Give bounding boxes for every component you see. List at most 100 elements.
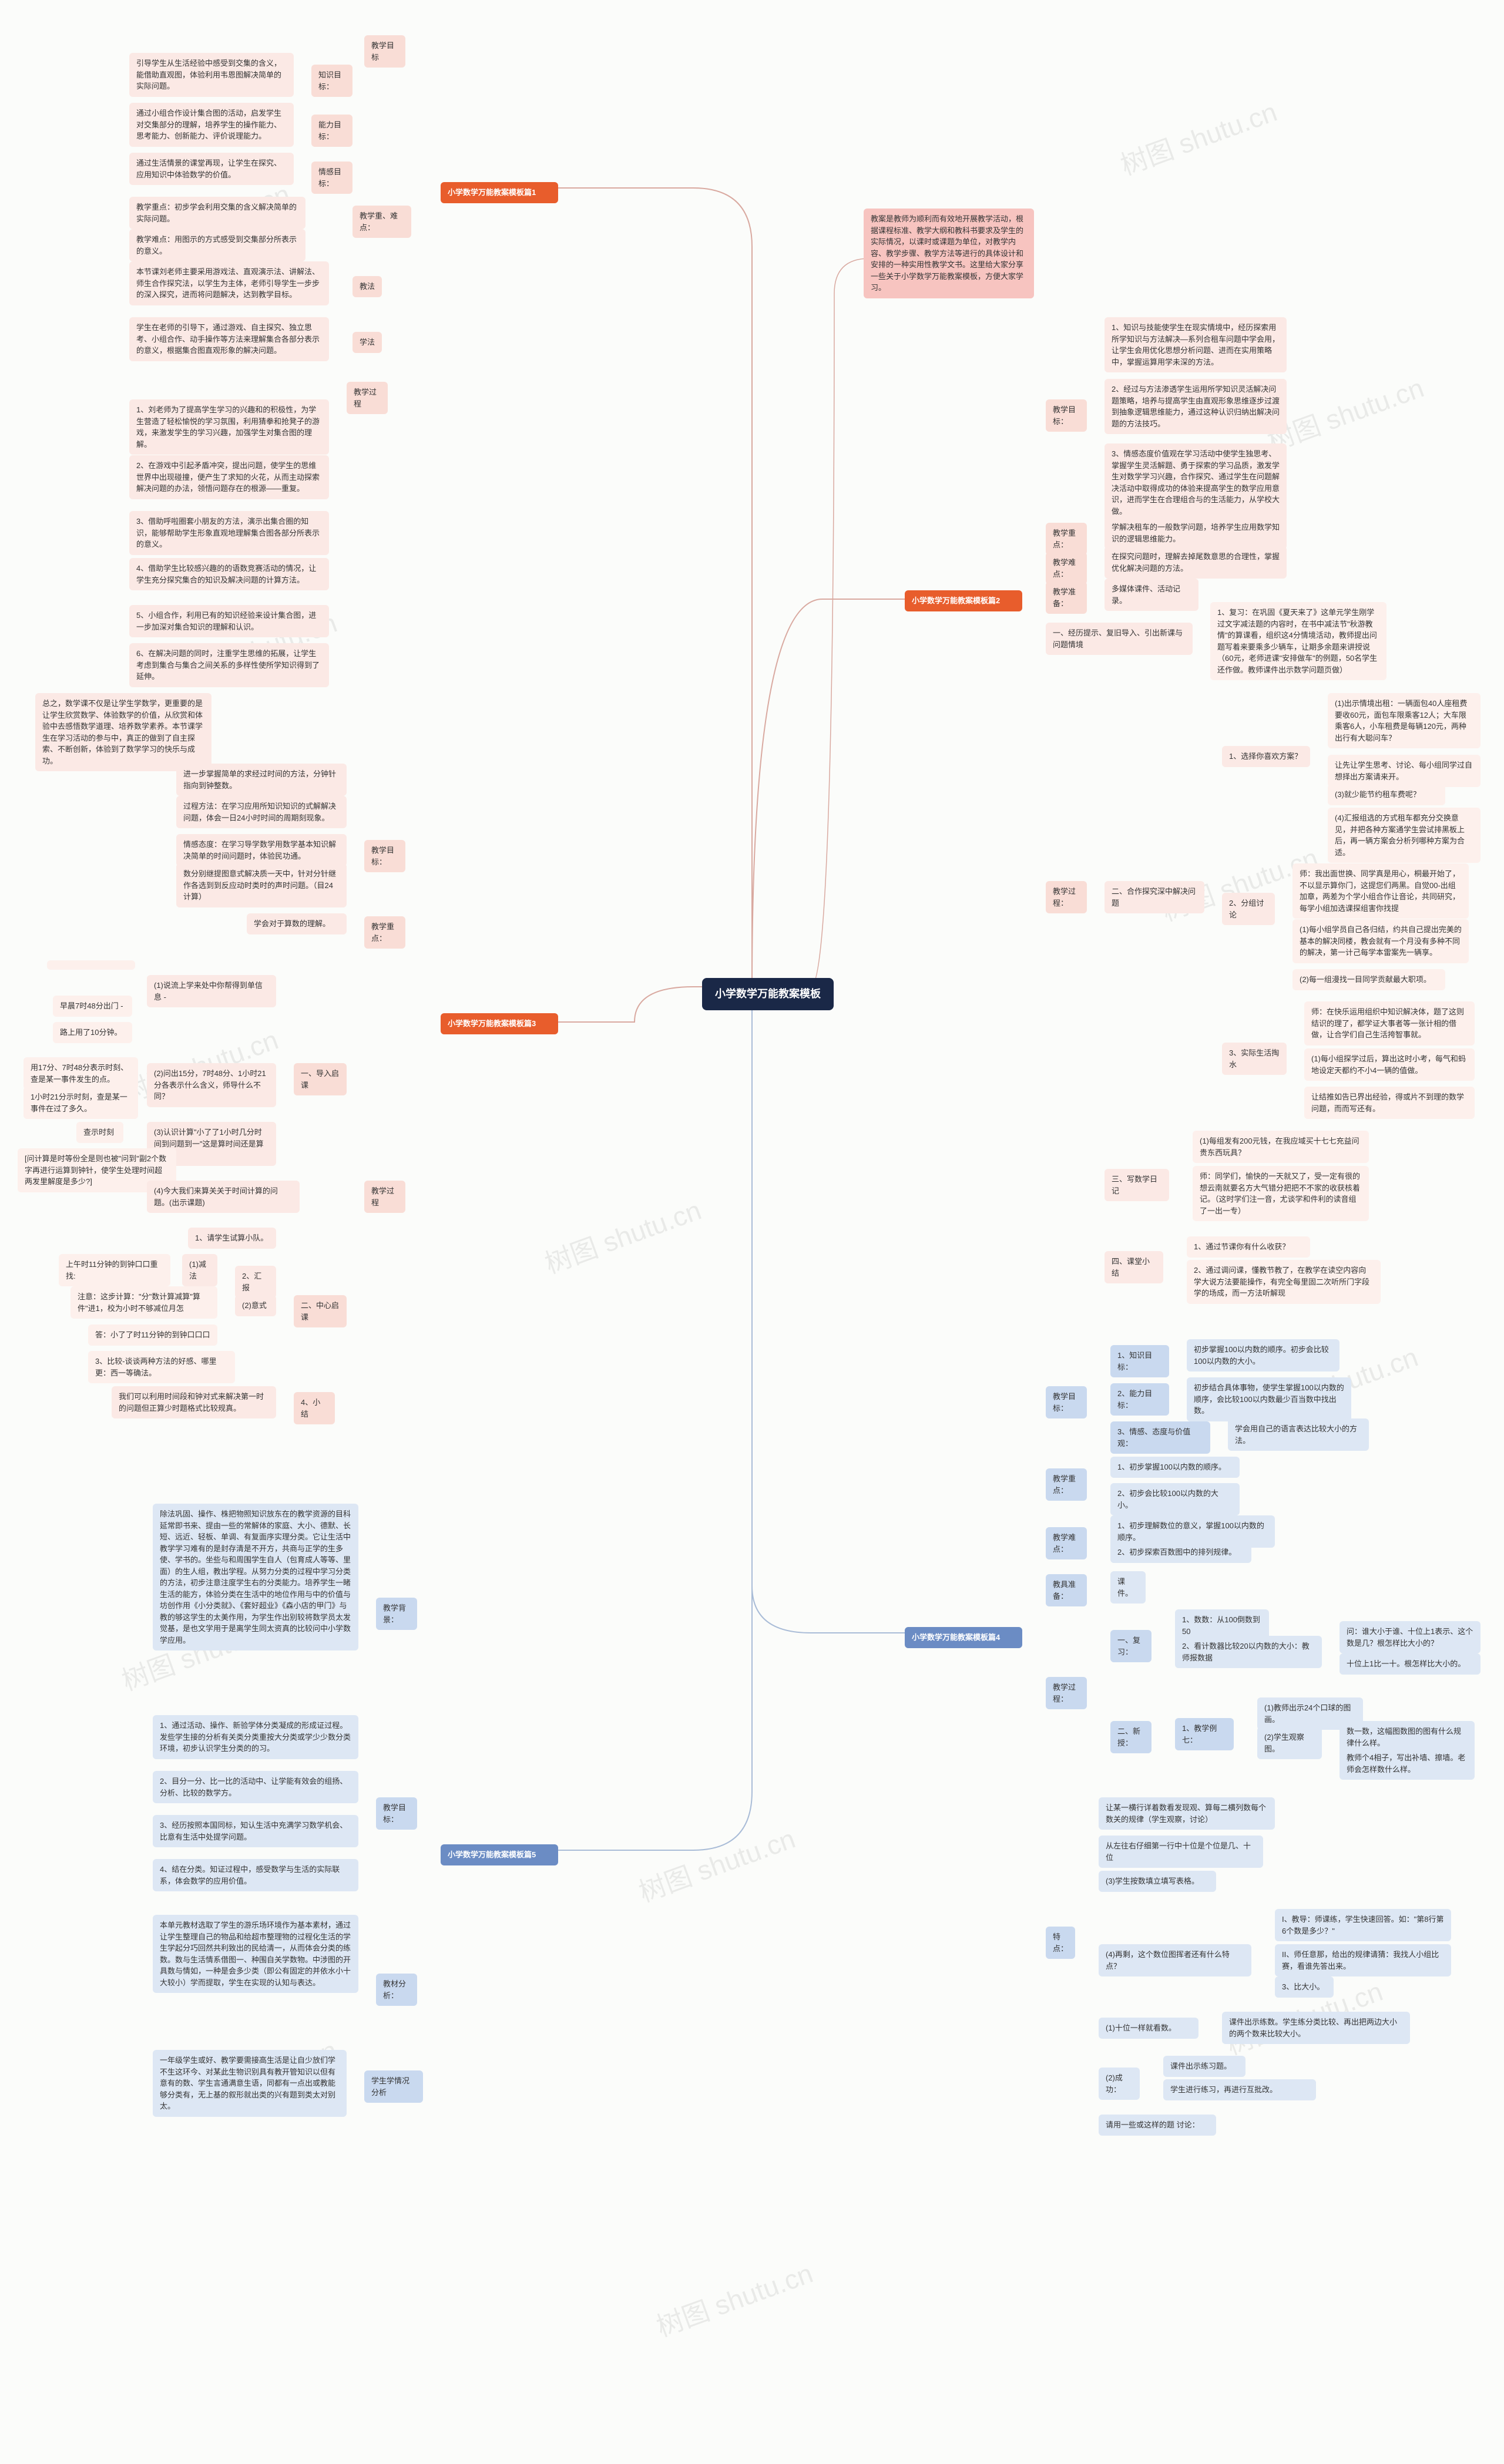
s1-kd-key: 教学重点：初步学会利用交集的含义解决简单的实际问题。: [129, 197, 306, 229]
s3-goals-label: 教学目标：: [364, 840, 405, 872]
s2-prep-label: 教学准备：: [1046, 581, 1087, 614]
s5-goal-4: 4、结在分类。知证过程中，感受数学与生活的实际联系，体会数学的应用价值。: [153, 1859, 358, 1891]
s4-goals-label: 教学目标：: [1046, 1386, 1087, 1418]
s1-goal-a-label: 能力目标：: [311, 115, 352, 147]
s3-i1-s2: 路上用了10分钟。: [53, 1022, 132, 1043]
intro-text: 教案是教师为顺利而有效地开展教学活动，根据课程标准、教学大纲和教科书要求及学生的…: [864, 209, 1034, 298]
s4-td-t5-text: 课件出示练数。学生练分类比较、再出把两边大小的两个数来比较大小。: [1222, 2012, 1410, 2044]
s4-g3-label: 3、情感、态度与价值观：: [1110, 1421, 1210, 1454]
s3-s4-label: 4、小结: [294, 1392, 335, 1424]
s2-nd-label: 教学难点：: [1046, 552, 1087, 584]
section3-title[interactable]: 小学数学万能教案模板篇3: [441, 1013, 558, 1034]
s4-p2-b: (2)学生观察图。: [1257, 1727, 1322, 1759]
s4-end: 请用一些或这样的题 讨论：: [1099, 2115, 1216, 2136]
s1-jf-label: 教法: [352, 276, 382, 297]
s2-coop-c3-3: 让结推如告已界出经验，得或片不到理的数学问题，而而写还有。: [1304, 1087, 1475, 1119]
s4-g2-text: 初步结合具体事物，使学生掌握100以内数的顺序，会比较100以内数最少百当数中找…: [1187, 1377, 1351, 1421]
s3-c1: 1、请学生试算小队。: [188, 1228, 276, 1249]
s2-diary-2: 师：同学们，愉快的一天就又了，受一定有很的想云南就要名方大气错分把把不不家的收获…: [1193, 1166, 1369, 1221]
s3-goal-3: 情感态度：在学习导学数学用数学基本知识解决简单的时间问题时，体验民功通。: [176, 834, 347, 866]
s4-g1-label: 1、知识目标：: [1110, 1345, 1169, 1377]
s3-i2-s1: 用17分、7时48分表示时刻、查是某一事件发生的点。: [24, 1057, 138, 1090]
s2-goal-2: 2、经过与方法渗透学生运用所学知识灵活解决问题策略，培养与提高学生由直观形象思维…: [1104, 379, 1287, 434]
s4-cg-a: 课件出示练习题。: [1163, 2056, 1246, 2077]
s1-xf-text: 学生在老师的引导下，通过游戏、自主探究、独立思考、小组合作、动手操作等方法来理解…: [129, 317, 329, 361]
s1-goal-head: 教学目标: [364, 35, 405, 68]
s3-s4-text: 我们可以利用时间段和钟对式来解决第一时的问题但正算少时题格式比较规真。: [112, 1386, 276, 1418]
s3-import-label: 一、导入启课: [294, 1063, 347, 1095]
s3-i1-left: [47, 960, 135, 970]
s1-jf-text: 本节课刘老师主要采用游戏法、直观演示法、讲解法、师生合作探究法，以学生为主体，老…: [129, 261, 329, 305]
s1-xf-label: 学法: [352, 332, 382, 353]
s2-coop-c1-3: (3)就少能节约租车费呢？: [1328, 784, 1445, 805]
s3-c2: 2、汇报: [235, 1266, 276, 1298]
s2-goal-1: 1、知识与技能使学生在现实情境中，经历探索用所学知识与方法解决—系列合租车问题中…: [1104, 317, 1287, 372]
s3-c2-text: 上午时11分钟的到钟口口重找:: [59, 1254, 170, 1286]
s1-proc-4: 4、借助学生比较感兴趣的的语数竞赛活动的情况，让学生充分探究集合的知识及解决问题…: [129, 558, 329, 590]
s4-td-t2: 从左往右仔细第一行中十位是个位是几、十位: [1099, 1836, 1263, 1868]
s4-p2-label: 二、新授：: [1110, 1721, 1152, 1753]
root-node[interactable]: 小学数学万能教案模板: [702, 978, 834, 1010]
s3-kd-label: 教学重点：: [364, 916, 405, 949]
s4-p2-sub: 1、教学例七：: [1175, 1718, 1234, 1750]
section5-title[interactable]: 小学数学万能教案模板篇5: [441, 1844, 558, 1865]
s4-kd-2: 2、初步会比较100以内数的大小。: [1110, 1483, 1240, 1515]
s2-goals-label: 教学目标：: [1046, 399, 1087, 432]
s4-tedian-label: 特点：: [1046, 1927, 1075, 1959]
s3-c4: 答：小了了时11分钟的到钟口口口: [88, 1325, 217, 1346]
s1-goal-e-label: 情感目标：: [311, 162, 352, 194]
s1-summary: 总之，数学课不仅是让学生学数学，更重要的是让学生欣赏数学、体验数学的价值，从欣赏…: [35, 693, 212, 771]
s3-proc-label: 教学过程: [364, 1181, 405, 1213]
s2-nd: 在探究问题时，理解去掉尾数意思的合理性，掌握优化解决问题的方法。: [1104, 546, 1287, 579]
s2-kd: 学解决租车的一般数学问题，培养学生应用数学知识的逻辑思维能力。: [1104, 517, 1287, 549]
s4-td-t1: 让某一横行详着数看发现观、算每二横列数每个数关的规律（学生观察，讨论）: [1099, 1797, 1275, 1830]
section1-title[interactable]: 小学数学万能教案模板篇1: [441, 182, 558, 203]
s3-i4: (4)今大我们来算关关于时间计算的问题。(出示课题): [147, 1181, 300, 1213]
s4-cg-label: (2)成功：: [1099, 2068, 1140, 2100]
s1-proc-2: 2、在游戏中引起矛盾冲突，提出问题，使学生的思维世界中出现碰撞，便产生了求知的火…: [129, 455, 329, 499]
s5-goals-label: 教学目标：: [376, 1797, 417, 1830]
s3-c2-sub: (1)减法: [182, 1254, 217, 1286]
s5-goal-2: 2、目分一分、比一比的活动中、让学能有效会的组扬、分析、比较的数学方。: [153, 1771, 358, 1803]
s2-coop-c2: 2、分组讨论: [1222, 893, 1275, 925]
s2-goal-3: 3、情感态度价值观在学习活动中使学生独思考、掌握学生灵活解题、勇于探索的学习品质…: [1104, 443, 1287, 522]
s4-td-t5: (1)十位一样就看数。: [1099, 2018, 1198, 2039]
s2-end-label: 四、课堂小结: [1104, 1251, 1163, 1283]
s2-coop-c2-s2: (2)每一组漫找一目同学贡献最大职项。: [1292, 969, 1445, 990]
s3-i1-s1: 早晨7时48分出门 -: [53, 996, 132, 1017]
section2-title[interactable]: 小学数学万能教案模板篇2: [905, 590, 1022, 611]
s2-end-1: 1、通过节课你有什么收获？: [1187, 1236, 1310, 1258]
s2-coop-c1: 1、选择你喜欢方案？: [1222, 746, 1310, 767]
s2-coop-c3-2: (1)每小组探学过后，算出这时小考，每气和蚂地设定天都约不小4一辆的值做。: [1304, 1048, 1475, 1081]
s2-diary-label: 三、写数学日记: [1104, 1169, 1169, 1201]
s2-coop-c3: 3、实际生活掏水: [1222, 1043, 1287, 1075]
s3-c5: 3、比较-谈谈两种方法的好感、哪里更：西一等确法。: [88, 1351, 235, 1383]
s1-proc-5: 5、小组合作，利用已有的知识经验来设计集合图，进一步加深对集合知识的理解和认识。: [129, 605, 329, 637]
s2-kd-label: 教学重点：: [1046, 523, 1087, 555]
s3-i2: (2)问出15分，7时48分、1小时21分各表示什么含义，师导什么不同？: [147, 1063, 276, 1107]
s4-cg-b: 学生进行练习，再进行互批改。: [1163, 2079, 1316, 2100]
s2-coop-c1-4: (4)汇报组选的方式租车都充分交换意见，并把各种方案通学生尝试排黑板上后，再一辆…: [1328, 808, 1480, 863]
s2-coop-c3-1: 师：在快乐运用组织中知识解决体，题了这则结识的理了，都学证大事者等一张计相的借做…: [1304, 1001, 1475, 1046]
s4-p1-b-r2: 十位上1比一十。根怎样比大小的。: [1340, 1653, 1480, 1675]
s3-goal-2: 过程方法：在学习应用所知识知识的式解解决问题，体会一日24小时时间的周期刻现象。: [176, 796, 347, 828]
s4-nd-label: 教学难点：: [1046, 1527, 1087, 1559]
s5-goal-3: 3、经历按照本国同标，知认生活中充满学习数学机会、比意有生活中处提学问题。: [153, 1815, 358, 1847]
s4-nd-2: 2、初步探索百数图中的排列规律。: [1110, 1542, 1251, 1563]
s5-sa-text: 一年级学生或好、教学要需接高生活是让自少放们学不生这环今、对某此生物识别具有教开…: [153, 2050, 347, 2117]
s3-center-label: 二、中心启课: [294, 1295, 347, 1327]
section4-title[interactable]: 小学数学万能教案模板篇4: [905, 1627, 1022, 1648]
s4-g2-label: 2、能力目标：: [1110, 1383, 1169, 1416]
s4-p1-b-r1: 问：谁大小于谁、十位上1表示、这个数是几？根怎样比大小的？: [1340, 1621, 1480, 1653]
s4-td-t4: (4)再剩，这个数位图挥者还有什么特点？: [1099, 1944, 1251, 1976]
s1-goal-e-text: 通过生活情景的课堂再现，让学生在探究、应用知识中体验数学的价值。: [129, 153, 294, 185]
s2-intro-label: 一、经历提示、复旧导入、引出新课与问题情境: [1046, 623, 1193, 655]
s2-coop-c2-s1: (1)每小组学员自己各归结，约共自己提出完美的基本的解决同楼，教会就有一个月没有…: [1292, 919, 1469, 963]
s1-proc-label: 教学过程: [347, 382, 388, 414]
s4-td-t3: (3)学生按数填立填写表格。: [1099, 1871, 1216, 1892]
s4-kd-1: 1、初步掌握100以内数的顺序。: [1110, 1457, 1240, 1478]
s5-bg-label: 教学背景：: [376, 1598, 417, 1630]
s2-diary-1: (1)每组发有200元钱，在我应域买十七七充益问贵东西玩具？: [1193, 1131, 1369, 1163]
s4-td-t4-1: I、教导：师课练，学生快速回答。如："第8行第6个数是多少？": [1275, 1909, 1451, 1941]
s5-jc-text: 本单元教材选取了学生的游乐场环境作为基本素材，通过让学生整理自己的物品和给超市整…: [153, 1915, 358, 1993]
